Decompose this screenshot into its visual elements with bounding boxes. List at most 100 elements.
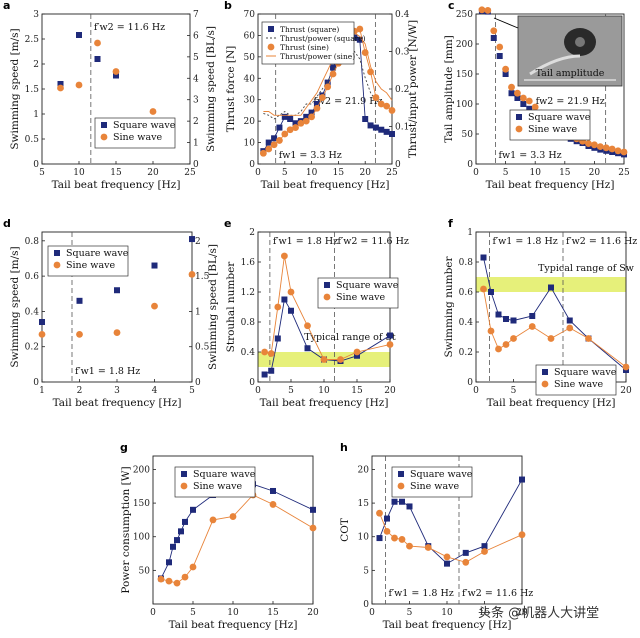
y2-tick-label: 0 — [193, 160, 199, 170]
data-point — [398, 536, 406, 543]
data-point — [271, 135, 278, 142]
series-line-square-wave — [483, 257, 627, 371]
legend-label: Square wave — [410, 469, 473, 480]
data-point — [406, 503, 413, 510]
y2-tick-label: 2 — [195, 237, 201, 247]
legend-label: Square wave — [66, 248, 129, 259]
threshold-label: f′w1 = 1.8 Hz — [493, 236, 558, 247]
legend-swatch — [181, 471, 187, 477]
data-point — [480, 285, 487, 293]
data-point — [488, 289, 494, 295]
data-point — [259, 149, 267, 157]
data-point — [351, 34, 358, 41]
data-point — [372, 124, 379, 131]
data-point — [209, 516, 217, 524]
data-point — [502, 341, 510, 348]
x-tick-label: 20 — [307, 608, 319, 618]
y-axis-label: Tail amplitude [mm] — [443, 35, 455, 143]
legend-label: Sine wave — [410, 481, 459, 492]
data-point — [149, 108, 157, 115]
data-point — [377, 100, 385, 108]
data-point — [287, 116, 294, 122]
data-point — [188, 270, 196, 278]
y-tick-label: 200 — [133, 465, 150, 475]
band-label: Typical range of Sw — [538, 263, 634, 274]
y-tick-label: 0 — [467, 160, 473, 170]
data-point — [181, 573, 189, 581]
threshold-label: f′w2 = 11.6 Hz — [566, 236, 637, 247]
data-point — [462, 549, 469, 556]
y-tick-label: 3 — [33, 10, 39, 20]
legend-swatch — [100, 133, 108, 141]
data-point — [276, 124, 283, 131]
data-point — [388, 107, 396, 114]
y-tick-label: 50 — [462, 130, 474, 140]
threshold-label: fw2 = 21.9 Hz — [313, 96, 382, 107]
x-axis-label: Tail beat frequency [Hz] — [261, 179, 390, 191]
x-tick-label: 15 — [267, 608, 279, 618]
data-point — [189, 563, 197, 571]
y2-axis-label: Swimming speed [BL/s] — [207, 244, 219, 370]
data-point — [602, 144, 610, 152]
data-point — [480, 254, 487, 261]
inset-photo: Tail amplitude — [493, 15, 623, 87]
data-point — [391, 498, 398, 505]
data-point — [566, 317, 573, 324]
data-point — [585, 140, 592, 148]
y-tick-label: 50 — [244, 53, 256, 63]
series-line-sine-wave — [264, 255, 391, 360]
data-point — [495, 345, 502, 353]
y-axis-label: Power consumption [W] — [120, 466, 132, 593]
data-point — [38, 330, 46, 338]
panel-h: h 0 5 10 15 20 0 5 10 15 20 Tail beat frequency [Hz… — [339, 441, 533, 631]
y-tick-label: 150 — [456, 70, 473, 80]
legend-box — [391, 466, 473, 498]
panel-label-e: e — [224, 217, 231, 230]
y-tick-label: 0 — [249, 160, 255, 170]
data-point — [267, 350, 275, 357]
y-axis-label: Strouhal number — [225, 261, 237, 353]
y-tick-label: 60 — [244, 31, 256, 41]
legend-swatch — [541, 380, 549, 388]
data-point — [287, 288, 295, 296]
x-tick-label: 10 — [441, 608, 453, 618]
y-tick-label: 50 — [139, 566, 151, 576]
data-point — [356, 36, 363, 43]
series-line-sine-wave — [160, 494, 314, 584]
data-point — [525, 97, 533, 105]
data-point — [529, 313, 536, 319]
x-tick-label: 5 — [288, 386, 294, 396]
data-point — [386, 341, 394, 348]
data-point — [526, 105, 533, 112]
data-point — [391, 534, 398, 542]
data-point — [424, 544, 432, 551]
data-point — [620, 148, 628, 156]
legend-swatch — [516, 114, 522, 120]
y-tick-label: 0.4 — [459, 318, 474, 328]
data-point — [329, 70, 337, 78]
data-point — [518, 531, 526, 539]
data-point — [304, 322, 311, 330]
data-point — [112, 68, 120, 75]
y2-tick-label: 1 — [193, 139, 199, 149]
x-tick-label: 20 — [589, 168, 601, 178]
panel-b: b0 5 10 15 20 2501020304050607000.10.20.30.4T… — [224, 0, 419, 191]
data-point — [174, 537, 180, 544]
data-point — [547, 335, 555, 342]
x-tick-label: 5 — [190, 608, 196, 618]
data-point — [356, 25, 364, 33]
x-tick-label: 5 — [39, 168, 45, 178]
data-point — [490, 35, 497, 41]
legend-label: Sine wave — [336, 292, 385, 303]
data-point — [478, 6, 486, 14]
data-point — [229, 513, 237, 520]
data-point — [274, 335, 281, 342]
y-tick-label: 2 — [249, 228, 255, 238]
data-point — [113, 329, 121, 336]
legend-swatch — [180, 482, 188, 490]
data-point — [308, 113, 315, 121]
y-tick-label: 0.4 — [241, 348, 256, 358]
data-point — [399, 498, 405, 505]
